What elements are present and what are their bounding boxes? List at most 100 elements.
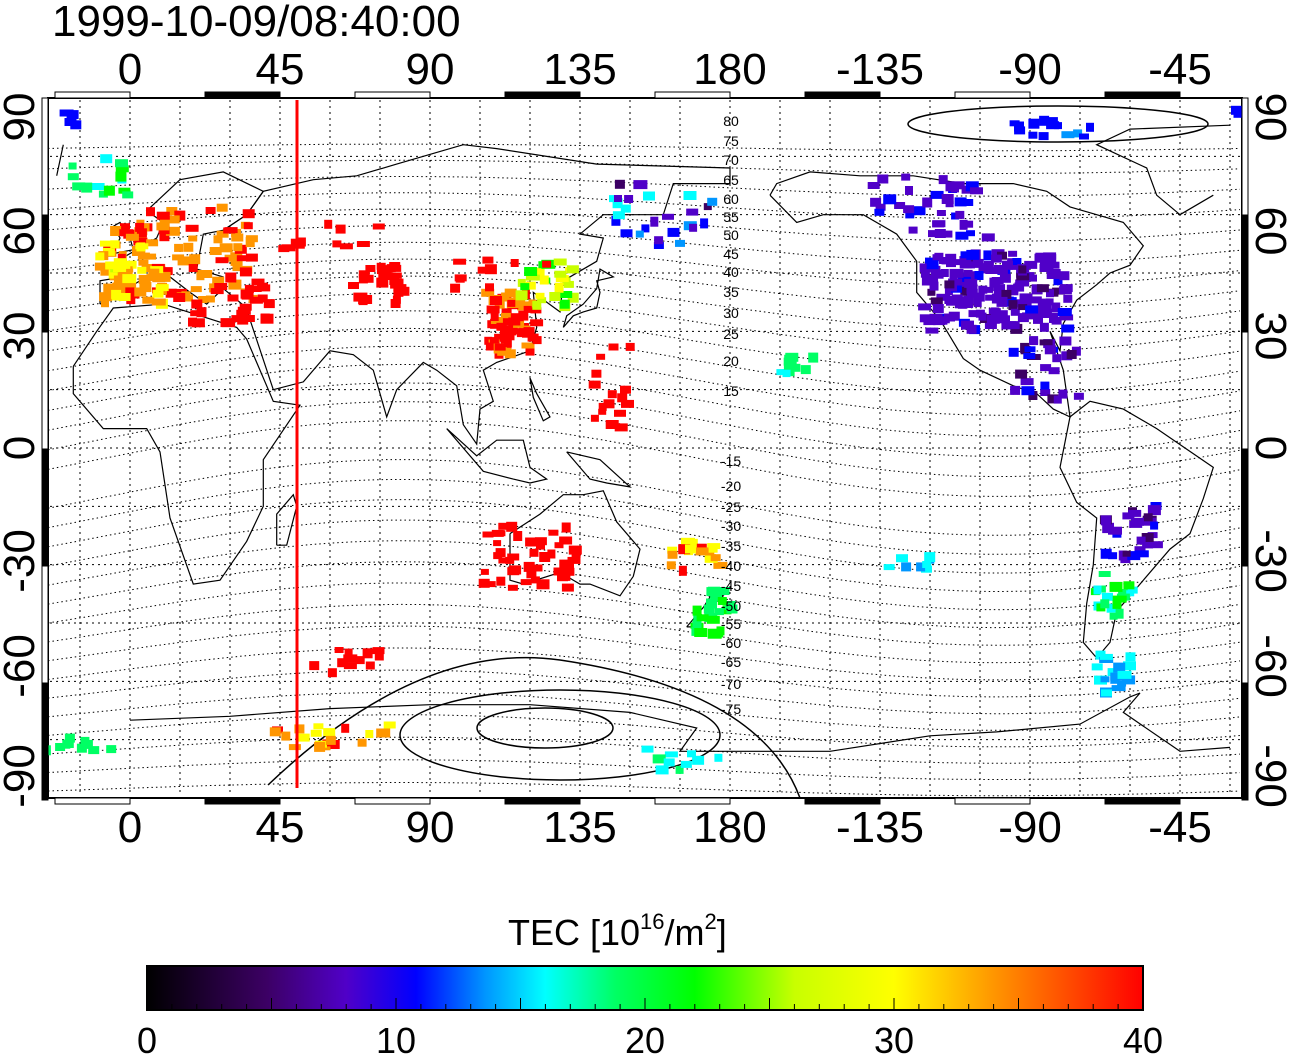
tec-sample	[190, 286, 202, 293]
top-frame-tick	[204, 91, 281, 99]
tec-sample	[700, 218, 709, 229]
tec-sample	[972, 258, 984, 268]
tec-sample	[996, 296, 1008, 307]
tec-sample	[515, 290, 528, 301]
top-lon-label: -90	[998, 45, 1062, 94]
tec-sample	[561, 522, 571, 533]
tec-sample	[525, 281, 536, 290]
tec-sample	[453, 258, 467, 265]
bottom-lon-label: 135	[543, 803, 616, 852]
tec-sample	[493, 552, 503, 560]
contour-label-south: -70	[721, 676, 741, 692]
tec-sample	[1028, 118, 1040, 129]
tec-sample	[228, 279, 242, 290]
tec-sample	[970, 187, 983, 195]
tec-sample	[683, 191, 697, 200]
tec-observations	[48, 105, 1242, 775]
tec-sample	[559, 291, 573, 298]
tec-sample	[501, 292, 510, 302]
tec-sample	[530, 319, 544, 327]
mlat-contour	[48, 275, 1241, 331]
tec-sample	[965, 181, 979, 192]
tec-sample	[567, 292, 579, 303]
tec-sample	[198, 296, 208, 303]
tec-sample	[183, 242, 194, 252]
tec-sample	[513, 531, 523, 541]
coastline-antarctica	[129, 692, 1231, 752]
tec-sample	[332, 240, 342, 248]
tec-sample	[1001, 289, 1012, 299]
tec-sample	[214, 283, 228, 290]
tec-sample	[294, 724, 305, 734]
tec-sample	[1123, 661, 1136, 671]
tec-sample	[297, 733, 310, 742]
contour-label-south: -45	[721, 578, 741, 594]
tec-sample	[883, 194, 897, 205]
tec-sample	[146, 239, 159, 247]
tec-sample	[588, 380, 601, 389]
tec-sample	[91, 183, 105, 190]
tec-sample	[675, 239, 685, 247]
tec-sample	[223, 227, 236, 234]
tec-sample	[932, 304, 944, 313]
tec-sample	[967, 271, 979, 281]
tec-sample	[281, 244, 296, 252]
tec-sample	[224, 254, 235, 262]
tec-sample	[365, 265, 376, 272]
tec-sample	[1022, 312, 1035, 320]
tec-sample	[1018, 304, 1028, 311]
tec-sample	[559, 299, 570, 309]
tec-sample	[1046, 269, 1061, 279]
colorbar-title-main: TEC [10	[508, 912, 640, 953]
tec-sample	[358, 270, 370, 279]
tec-sample	[120, 223, 130, 230]
right-lat-label: -30	[1246, 529, 1292, 593]
tec-sample	[498, 522, 511, 530]
tec-sample	[493, 540, 502, 547]
tec-sample	[94, 262, 109, 271]
tec-sample	[689, 223, 698, 232]
top-lon-label: 180	[693, 45, 766, 94]
tec-sample	[1008, 300, 1018, 311]
tec-sample	[185, 224, 199, 232]
tec-sample	[993, 288, 1005, 296]
tec-sample	[1147, 505, 1161, 516]
tec-sample	[126, 296, 136, 305]
tec-sample	[309, 661, 320, 671]
tec-sample	[554, 542, 564, 549]
tec-sample	[643, 191, 655, 201]
tec-sample	[930, 190, 944, 199]
tec-sample	[946, 298, 957, 306]
tec-sample	[1231, 105, 1242, 115]
tec-sample	[119, 229, 134, 237]
tec-sample	[1047, 394, 1059, 404]
tec-sample	[963, 269, 973, 277]
tec-sample	[717, 597, 727, 605]
tec-sample	[491, 529, 504, 537]
tec-sample	[963, 295, 974, 304]
tec-sample	[703, 604, 715, 614]
tec-sample	[144, 253, 157, 260]
tec-sample	[703, 203, 712, 211]
tec-sample	[706, 598, 717, 609]
mlat-contour	[48, 176, 1241, 197]
tec-sample	[692, 605, 702, 616]
tec-sample	[922, 561, 932, 568]
tec-sample	[598, 408, 607, 415]
tec-sample	[608, 343, 619, 351]
top-frame-tick	[1104, 91, 1181, 99]
tec-sample	[216, 203, 228, 212]
top-lon-label: 135	[543, 45, 616, 94]
tec-sample	[716, 587, 730, 595]
tec-sample	[501, 312, 511, 320]
tec-sample	[133, 237, 148, 246]
tec-sample	[376, 728, 391, 738]
tec-sample	[118, 293, 131, 301]
bottom-frame-tick	[354, 797, 431, 805]
tec-sample	[808, 352, 819, 363]
tec-sample	[358, 274, 368, 284]
tec-sample	[59, 109, 74, 117]
tec-sample	[1073, 129, 1083, 138]
tec-sample	[921, 277, 934, 286]
coastline-newguinea	[566, 451, 632, 488]
